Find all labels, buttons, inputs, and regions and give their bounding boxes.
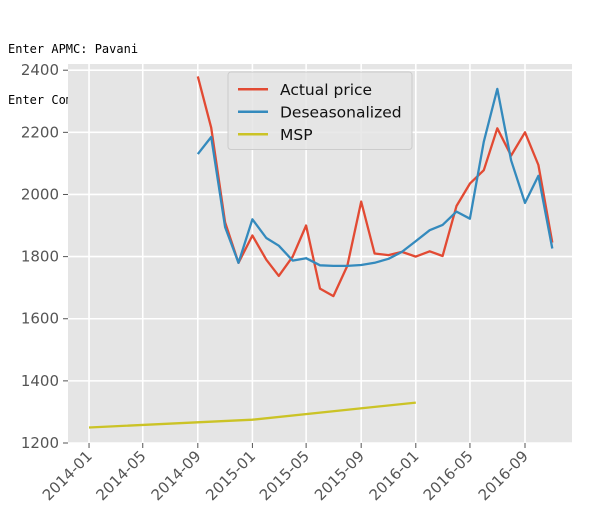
- legend-box: [227, 71, 413, 150]
- legend-label-deseasonalized: Deseasonalized: [280, 103, 402, 121]
- y-tick-label: 2400: [21, 61, 59, 79]
- y-tick-label: 2000: [21, 185, 59, 203]
- x-tick-label: 2014-05: [93, 447, 150, 504]
- x-tick-label: 2015-09: [311, 447, 368, 504]
- y-tick-label: 1200: [21, 434, 59, 452]
- y-axis: 1200 1400 1600 1800 2000 2200 2400: [21, 61, 68, 452]
- legend-label-msp: MSP: [280, 126, 313, 144]
- x-tick-label: 2016-05: [420, 447, 477, 504]
- legend-label-actual-price: Actual price: [280, 81, 372, 99]
- y-tick-label: 1600: [21, 310, 59, 328]
- x-tick-label: 2015-01: [202, 447, 259, 504]
- x-tick-label: 2014-09: [148, 447, 205, 504]
- series-line-deseasonalized: [196, 87, 554, 268]
- series-lines: [88, 76, 554, 429]
- x-tick-label: 2014-01: [39, 447, 96, 504]
- apmc-prompt-line: Enter APMC: Pavani: [8, 42, 139, 56]
- y-tick-label: 2200: [21, 123, 59, 141]
- legend: Actual price Deseasonalized MSP: [227, 71, 413, 150]
- x-tick-label: 2016-01: [366, 447, 423, 504]
- series-line-msp: [88, 401, 416, 429]
- y-tick-label: 1800: [21, 248, 59, 266]
- series-line-actual-price: [196, 76, 554, 298]
- x-tick-label: 2015-05: [256, 447, 313, 504]
- x-axis: 2014-012014-052014-092015-012015-052015-…: [39, 443, 532, 504]
- y-tick-label: 1400: [21, 372, 59, 390]
- x-tick-label: 2016-09: [475, 447, 532, 504]
